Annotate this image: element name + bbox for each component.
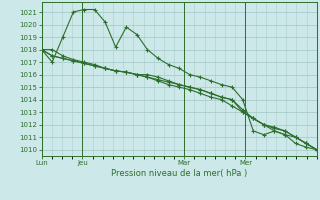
X-axis label: Pression niveau de la mer( hPa ): Pression niveau de la mer( hPa )	[111, 169, 247, 178]
